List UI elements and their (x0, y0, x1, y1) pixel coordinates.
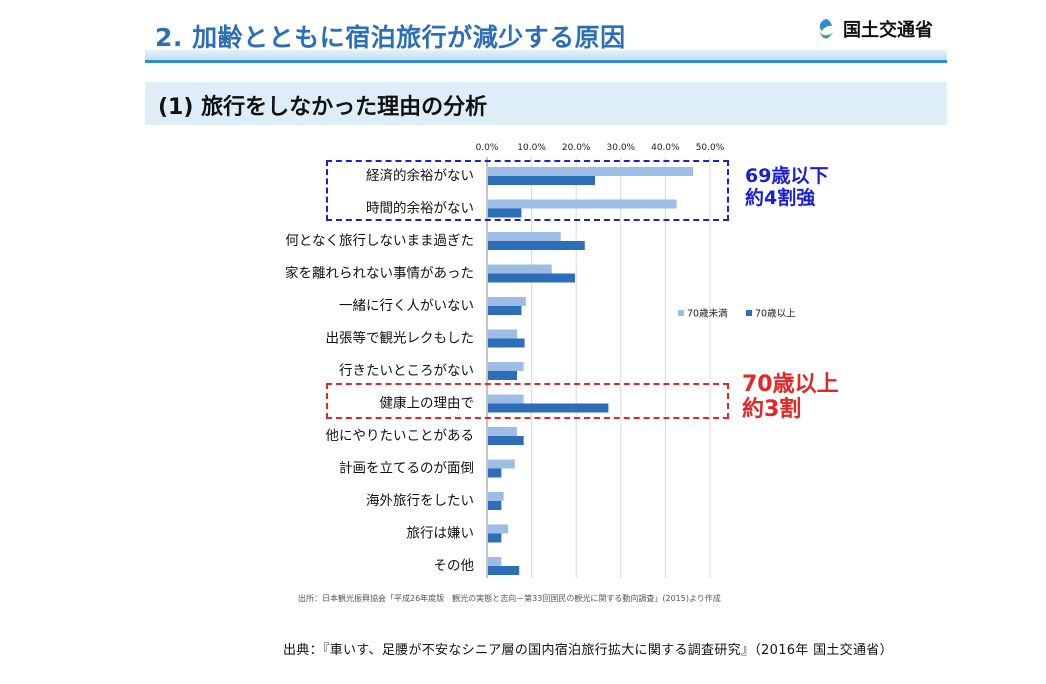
bar-over70 (488, 403, 609, 413)
x-tick-label: 10.0% (517, 143, 546, 153)
callout-over70: 70歳以上 約3割 (742, 372, 839, 423)
callout-under69-line2: 約4割強 (745, 186, 816, 209)
bar-over70 (488, 208, 522, 218)
category-labels: 経済的余裕がない時間的余裕がない何となく旅行しないまま過ぎた家を離れられない事情… (285, 167, 474, 574)
callout-over70-line1: 70歳以上 (742, 372, 839, 397)
ministry-emblem-icon (819, 19, 833, 39)
bar-under70 (488, 394, 524, 404)
bar-under70 (488, 427, 517, 436)
category-label: 一緒に行く人がいない (339, 298, 474, 314)
section-header-bar (145, 82, 947, 125)
bar-under70 (488, 232, 561, 241)
legend-label: 70歳以上 (755, 308, 796, 320)
highlight-box-under69 (326, 160, 729, 221)
title-underline-light (145, 50, 947, 60)
category-label: 時間的余裕がない (366, 200, 474, 217)
citation: 出典：『車いす、足腰が不安なシニア層の国内宿泊旅行拡大に関する調査研究』（201… (283, 643, 893, 658)
section-title: (1) 旅行をしなかった理由の分析 (158, 95, 488, 120)
slide-title: 2. 加齢とともに宿泊旅行が減少する原因 (155, 23, 626, 52)
category-label: 計画を立てるのが面倒 (339, 461, 474, 477)
legend-swatch (678, 310, 684, 316)
bar-over70 (488, 566, 520, 575)
bar-under70 (488, 492, 504, 501)
x-tick-label: 40.0% (651, 143, 680, 153)
callout-under69: 69歳以下 約4割強 (745, 165, 829, 210)
bar-over70 (488, 273, 575, 283)
x-tick-label: 20.0% (562, 143, 591, 153)
bar-over70 (488, 436, 524, 445)
category-label: 海外旅行をしたい (366, 493, 474, 509)
category-label: その他 (434, 558, 475, 574)
bar-under70 (488, 199, 677, 209)
chart-grid (486, 157, 711, 578)
category-label: 経済的余裕がない (366, 167, 474, 184)
legend-swatch (746, 310, 752, 316)
bar-under70 (488, 167, 694, 176)
callout-over70-line2: 約3割 (742, 397, 802, 423)
x-tick-label: 50.0% (696, 143, 725, 153)
category-label: 他にやりたいことがある (326, 428, 475, 444)
chart-bars (488, 167, 694, 575)
bar-under70 (488, 297, 526, 306)
bar-under70 (488, 459, 515, 469)
bar-over70 (488, 371, 517, 380)
bar-over70 (488, 338, 525, 348)
bar-over70 (488, 241, 585, 250)
bar-over70 (488, 306, 522, 315)
bar-under70 (488, 264, 552, 274)
ministry-logo: 国土交通省 (815, 16, 933, 42)
callout-under69-line1: 69歳以下 (745, 165, 829, 187)
x-tick-labels: 0.0% 10.0% 20.0% 30.0% 40.0% 50.0% (476, 143, 725, 153)
ministry-name: 国土交通省 (843, 20, 933, 41)
chart-legend: 70歳未満 70歳以上 (678, 308, 796, 320)
category-label: 旅行は嫌い (407, 526, 475, 542)
legend-label: 70歳未満 (687, 308, 728, 320)
x-tick-label: 30.0% (607, 143, 636, 153)
bar-over70 (488, 501, 502, 510)
category-label: 家を離れられない事情があった (285, 265, 474, 282)
bar-over70 (488, 533, 502, 543)
x-tick-label: 0.0% (476, 143, 499, 153)
bar-under70 (488, 329, 517, 339)
bar-under70 (488, 362, 524, 371)
bar-over70 (488, 468, 502, 478)
category-label: 行きたいところがない (339, 363, 474, 379)
category-label: 出張等で観光レクもした (326, 330, 475, 347)
category-label: 健康上の理由で (380, 395, 475, 412)
data-source-note: 出所：日本観光振興協会「平成26年度版 観光の実態と志向－第33回国民の観光に関… (298, 594, 721, 603)
bar-under70 (488, 524, 509, 534)
category-label: 何となく旅行しないまま過ぎた (285, 233, 474, 249)
bar-over70 (488, 176, 596, 185)
title-underline-dark (145, 60, 947, 63)
highlight-box-over70 (326, 383, 729, 419)
bar-under70 (488, 557, 502, 566)
